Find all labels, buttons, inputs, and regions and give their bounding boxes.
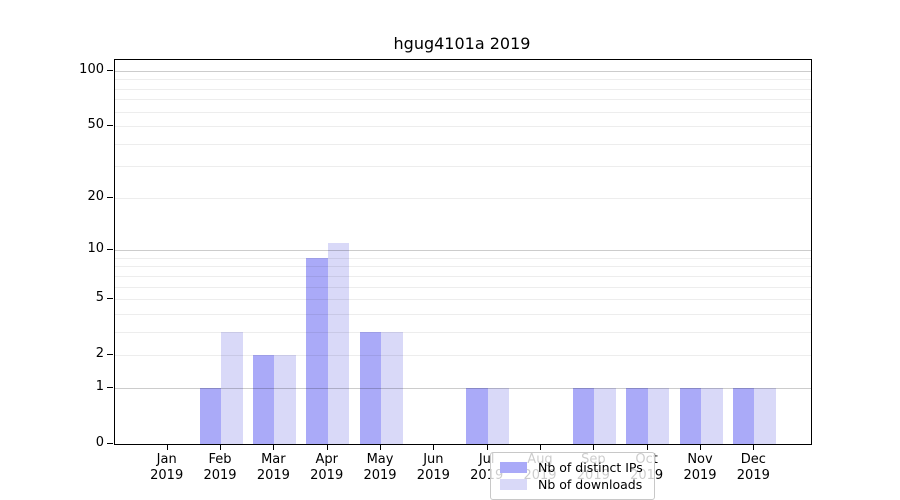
bar-downloads-nov [701, 387, 723, 444]
legend: Nb of distinct IPs Nb of downloads [490, 452, 655, 500]
legend-row-distinct-ips: Nb of distinct IPs [500, 459, 646, 476]
x-tick-mark [753, 444, 755, 450]
bar-downloads-dec [754, 387, 776, 444]
gridline-minor [115, 355, 811, 357]
x-tick-mark [700, 444, 701, 450]
y-tick-label: 0 [95, 435, 104, 450]
y-tick-label: 2 [95, 346, 104, 362]
y-tick-mark [107, 443, 113, 444]
gridline-minor [115, 286, 811, 288]
legend-label-downloads: Nb of downloads [538, 477, 643, 492]
gridline-minor [115, 257, 811, 259]
gridline-minor [115, 266, 811, 268]
bar-distinct-ips-may [359, 331, 382, 444]
x-tick-mark [380, 444, 382, 450]
bar-distinct-ips-sep [572, 387, 595, 444]
gridline-minor [115, 299, 811, 301]
bar-downloads-jul [487, 387, 510, 444]
x-tick-mark [593, 444, 595, 450]
bar-distinct-ips-feb [199, 387, 222, 444]
bar-distinct-ips-mar [252, 355, 275, 444]
x-tick-mark [220, 444, 222, 450]
bar-downloads-oct [647, 387, 670, 444]
gridline-major [115, 387, 811, 389]
x-tick-mark [326, 444, 328, 450]
y-tick-label: 50 [87, 117, 104, 133]
plot-area: Nb of distinct IPs Nb of downloads [114, 59, 812, 500]
y-tick-mark [107, 196, 113, 198]
gridline-minor [115, 79, 811, 81]
gridline-minor [115, 88, 811, 90]
gridline-minor [115, 111, 811, 113]
bar-distinct-ips-apr [306, 257, 328, 444]
gridline-major [115, 250, 811, 252]
legend-label-distinct-ips: Nb of distinct IPs [538, 460, 643, 475]
gridline-minor [115, 331, 811, 333]
gridline-minor [115, 166, 811, 168]
x-tick-label-feb: Feb 2019 [203, 452, 237, 483]
legend-patch-downloads-icon [500, 479, 527, 490]
gridline-major [115, 71, 811, 72]
bar-downloads-mar [274, 355, 296, 444]
y-tick-label: 10 [87, 241, 104, 257]
x-tick-label-jan: Jan 2019 [150, 452, 184, 483]
gridline-minor [115, 126, 811, 128]
x-tick-mark [540, 444, 541, 450]
y-tick-label: 100 [79, 62, 104, 77]
bar-distinct-ips-jul [466, 387, 488, 444]
legend-patch-distinct-ips-icon [500, 462, 527, 473]
legend-row-downloads: Nb of downloads [500, 476, 646, 493]
x-tick-label-mar: Mar 2019 [256, 452, 290, 483]
y-tick-label: 1 [95, 378, 104, 394]
y-tick-mark [107, 386, 113, 388]
gridline-minor [115, 275, 811, 277]
bar-distinct-ips-dec [732, 387, 755, 444]
y-tick-label: 20 [87, 188, 104, 204]
bar-downloads-may [381, 331, 403, 444]
gridline-minor [115, 99, 811, 101]
x-tick-label-nov: Nov 2019 [683, 452, 717, 483]
gridline-minor [115, 197, 811, 199]
x-tick-mark [486, 444, 488, 450]
gridline-minor [115, 143, 811, 145]
bar-downloads-feb [221, 331, 243, 444]
bar-downloads-apr [327, 243, 350, 444]
x-tick-label-may: May 2019 [363, 452, 397, 483]
y-tick-mark [107, 125, 113, 127]
y-tick-label: 5 [95, 290, 104, 306]
bar-downloads-sep [594, 387, 616, 444]
x-tick-mark [646, 444, 648, 450]
bar-distinct-ips-nov [679, 387, 701, 444]
x-tick-label-jun: Jun 2019 [416, 452, 450, 483]
y-tick-mark [107, 70, 113, 71]
x-tick-mark [273, 444, 275, 450]
x-tick-label-apr: Apr 2019 [310, 452, 344, 483]
bar-distinct-ips-oct [626, 387, 648, 444]
x-tick-mark [166, 444, 168, 450]
y-tick-mark [107, 298, 113, 300]
y-tick-mark [107, 354, 113, 356]
chart-title: hgug4101a 2019 [393, 34, 531, 53]
x-tick-label-dec: Dec 2019 [736, 452, 770, 483]
gridline-minor [115, 313, 811, 315]
x-tick-mark [433, 444, 435, 450]
y-tick-mark [107, 249, 113, 251]
